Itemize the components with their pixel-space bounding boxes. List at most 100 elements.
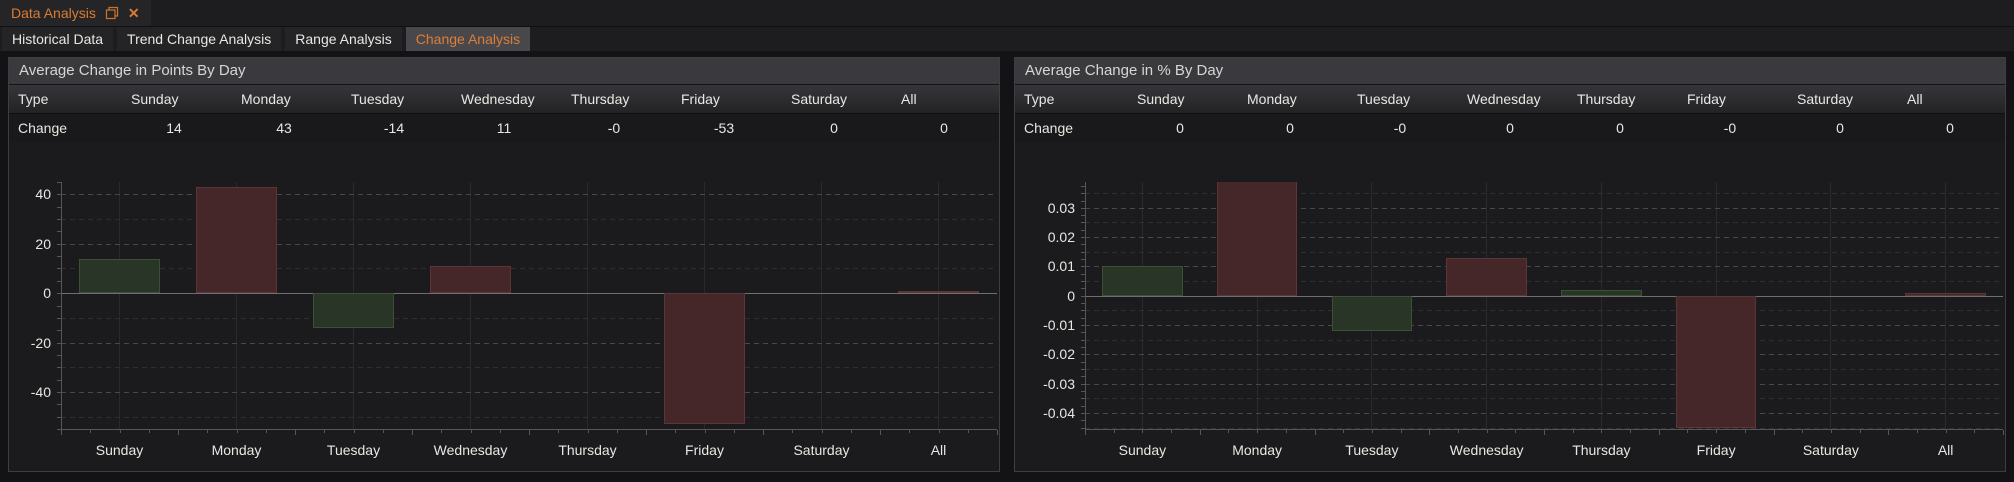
analysis-tab-bar: Historical Data Trend Change Analysis Ra… <box>0 27 2014 51</box>
y-axis-tick <box>57 206 61 208</box>
column-header-day: Wednesday <box>461 91 535 107</box>
y-axis-label: 0.03 <box>1047 199 1075 216</box>
plot-area <box>61 182 997 429</box>
x-axis-label: Thursday <box>558 442 617 458</box>
y-axis-tick <box>1081 244 1085 246</box>
x-axis-tick <box>587 430 589 433</box>
x-axis-tick <box>441 430 443 433</box>
x-axis-tick <box>61 430 62 435</box>
tab-historical-data[interactable]: Historical Data <box>2 27 114 51</box>
y-axis-line <box>1085 182 1086 430</box>
x-axis-tick <box>1687 430 1689 433</box>
tab-trend-change-analysis[interactable]: Trend Change Analysis <box>117 27 282 51</box>
column-header-day: Sunday <box>131 91 179 107</box>
y-axis-label: -0.01 <box>1043 317 1075 333</box>
x-axis-tick <box>1199 430 1201 435</box>
x-axis-tick <box>704 430 706 433</box>
x-axis-line <box>61 429 997 430</box>
x-axis-tick <box>1974 430 1976 433</box>
x-axis-tick <box>675 430 677 433</box>
y-axis-tick <box>1081 368 1085 370</box>
x-axis-tick <box>1916 430 1918 433</box>
cell-change-value: 0 <box>1176 120 1184 136</box>
y-axis-tick <box>1081 427 1085 429</box>
vertical-gridline <box>1486 182 1488 429</box>
y-axis-tick <box>57 256 61 258</box>
bar-sunday <box>1102 266 1183 296</box>
x-axis-tick <box>412 430 413 435</box>
y-axis-label: 40 <box>35 186 51 203</box>
cell-change-value: 11 <box>496 120 512 136</box>
column-header-day: Thursday <box>571 91 630 107</box>
y-axis-tick <box>57 354 61 356</box>
y-axis-tick <box>1081 325 1085 326</box>
y-axis-tick <box>1081 295 1085 297</box>
vertical-gridline <box>1141 182 1143 429</box>
x-axis-tick <box>1716 430 1718 433</box>
x-axis-tick <box>1830 430 1832 433</box>
x-axis-tick <box>1859 430 1861 433</box>
y-axis-tick <box>1081 229 1085 231</box>
y-axis-line <box>61 182 62 430</box>
tab-range-analysis[interactable]: Range Analysis <box>285 27 402 51</box>
y-axis-tick <box>1081 420 1085 422</box>
x-axis-label: Wednesday <box>433 442 508 458</box>
y-axis-tick <box>1081 281 1085 282</box>
cell-change-value: -53 <box>713 120 735 136</box>
x-axis-tick <box>1113 430 1115 433</box>
x-axis-tick <box>1601 430 1603 433</box>
horizontal-gridline <box>1085 281 2003 282</box>
document-tab-label: Data Analysis <box>11 5 96 21</box>
cell-change-value: 0 <box>940 120 948 136</box>
close-icon[interactable]: ✕ <box>127 5 140 21</box>
horizontal-gridline <box>1085 383 2003 385</box>
y-axis-tick <box>1081 412 1085 414</box>
x-axis-tick <box>558 430 560 433</box>
restore-window-icon[interactable] <box>105 6 119 20</box>
x-axis-tick <box>1945 430 1947 433</box>
horizontal-gridline <box>1085 412 2003 414</box>
y-axis-label: 0.01 <box>1047 258 1075 275</box>
y-axis-tick <box>1081 398 1085 400</box>
x-axis-label: Sunday <box>1118 442 1167 458</box>
x-axis-tick <box>1142 430 1144 433</box>
tab-change-analysis[interactable]: Change Analysis <box>405 27 531 51</box>
x-axis-tick <box>119 430 121 433</box>
y-axis-tick <box>1081 237 1085 239</box>
x-axis-tick <box>909 430 911 433</box>
horizontal-gridline <box>61 268 997 270</box>
column-header-type: Type <box>18 91 49 107</box>
x-axis-tick <box>1572 430 1574 433</box>
y-axis-tick <box>57 379 61 381</box>
x-axis-label: Thursday <box>1572 442 1631 458</box>
panel-title: Average Change in % By Day <box>1015 58 2005 85</box>
column-header-day: Thursday <box>1577 91 1636 107</box>
x-axis-tick <box>880 430 881 435</box>
panel-avg-change-points: Average Change in Points By Day Type Sund… <box>8 57 1000 472</box>
bar-chart-points: 40 20 0 -20 -40 Sunday Monday Tuesday Wednesday T… <box>9 142 999 471</box>
column-header-day: Friday <box>1687 91 1726 107</box>
y-axis-tick <box>1081 259 1085 261</box>
horizontal-gridline <box>1085 251 2003 253</box>
x-axis-tick <box>1343 430 1345 433</box>
horizontal-gridline <box>1085 222 2003 224</box>
x-axis-label: Sunday <box>95 442 144 458</box>
x-axis-tick <box>1802 430 1804 433</box>
horizontal-gridline <box>1085 368 2003 370</box>
y-axis-tick <box>1081 303 1085 304</box>
y-axis-label: -20 <box>30 334 51 351</box>
horizontal-gridline <box>61 243 997 245</box>
x-axis-labels: Sunday Monday Tuesday Wednesday Thursday Frid… <box>1085 438 2003 462</box>
y-axis-tick <box>1081 405 1085 407</box>
horizontal-gridline <box>1085 354 2003 356</box>
horizontal-gridline <box>61 367 997 369</box>
y-axis-tick <box>1081 207 1085 209</box>
tab-data-analysis[interactable]: Data Analysis ✕ <box>0 0 151 26</box>
x-axis-label: Friday <box>685 442 724 458</box>
y-axis-tick <box>57 243 61 245</box>
x-axis-tick <box>1630 430 1632 433</box>
vertical-gridline <box>236 182 237 429</box>
y-axis-tick <box>1081 361 1085 363</box>
x-axis-tick <box>1085 430 1086 435</box>
